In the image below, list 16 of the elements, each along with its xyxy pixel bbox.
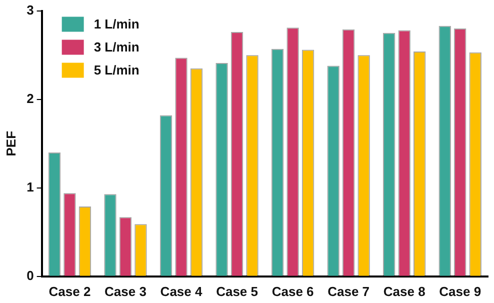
y-axis-title: PEF	[3, 130, 18, 156]
legend-label: 5 L/min	[94, 62, 140, 78]
x-tick-label: Case 8	[383, 284, 426, 299]
x-tick-label: Case 9	[439, 284, 482, 299]
x-tick-label: Case 5	[216, 284, 258, 299]
y-tick-label: 2	[26, 90, 34, 106]
legend-label: 3 L/min	[94, 39, 140, 54]
x-tick-label: Case 6	[272, 284, 314, 299]
y-tick-label: 1	[26, 179, 34, 194]
legend-label: 1 L/min	[94, 16, 140, 32]
y-tick-label: 0	[26, 268, 34, 283]
x-tick-label: Case 4	[160, 284, 203, 299]
x-tick-label: Case 7	[328, 284, 370, 299]
y-tick-label: 3	[26, 2, 34, 18]
x-tick-label: Case 2	[48, 284, 91, 299]
x-tick-label: Case 3	[104, 284, 146, 299]
